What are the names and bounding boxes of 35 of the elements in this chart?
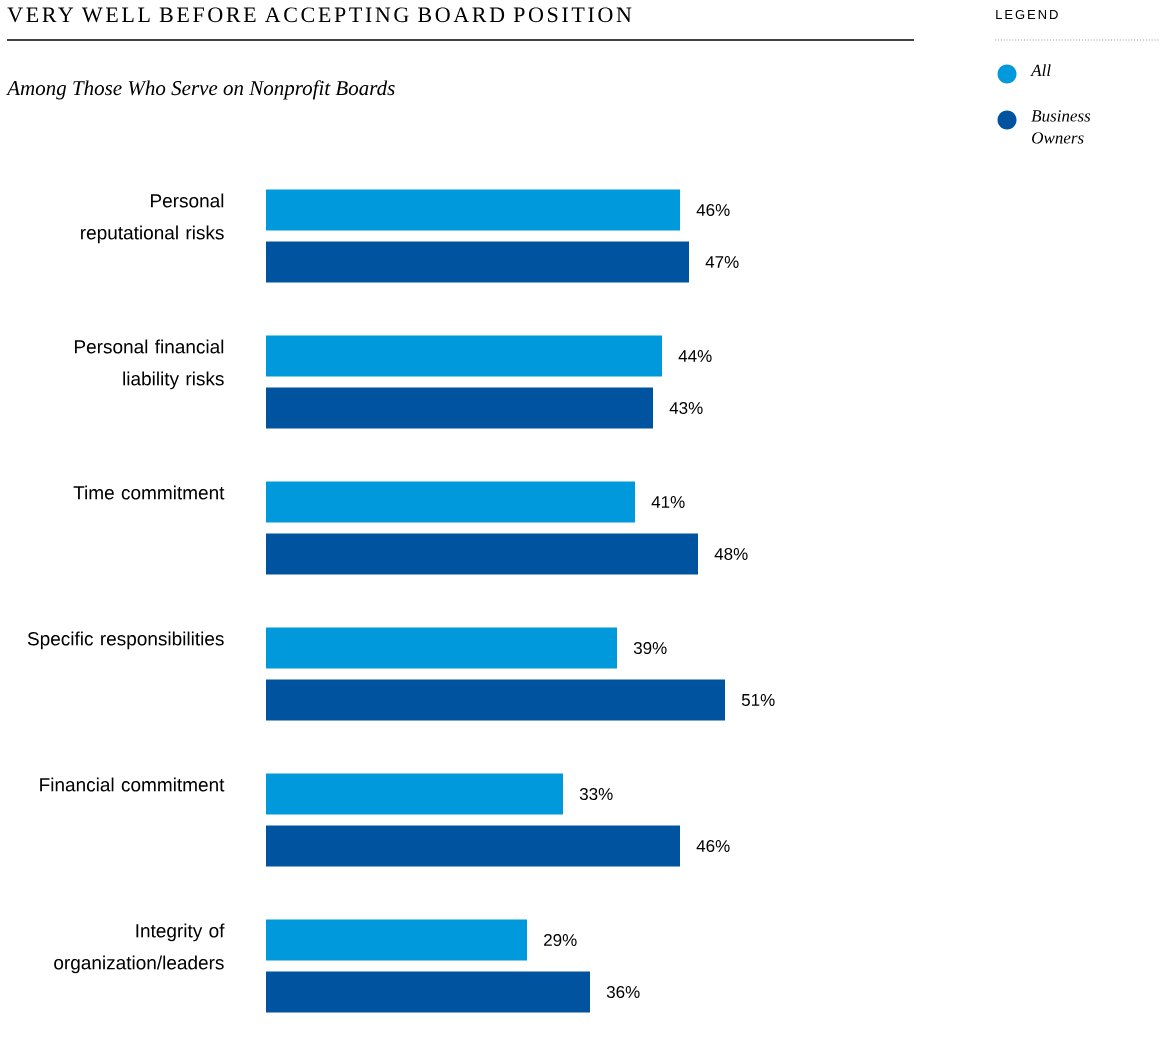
data-label: 39% xyxy=(633,642,667,655)
data-label: 46% xyxy=(696,203,730,217)
bar xyxy=(266,773,563,815)
data-label: 41% xyxy=(651,496,685,508)
legend-label: All xyxy=(1030,64,1051,76)
y-tick-label: Financial commitment xyxy=(40,777,225,792)
chart-title: VERY WELL BEFORE ACCEPTING BOARD POSITION xyxy=(7,7,632,23)
y-tick-label: Personal reputational risks xyxy=(81,193,224,244)
data-label: 43% xyxy=(669,401,703,415)
bar xyxy=(266,971,590,1013)
bar xyxy=(266,241,689,283)
bar xyxy=(266,533,698,575)
data-label: 36% xyxy=(606,985,640,999)
y-tick-label: Time commitment xyxy=(73,485,225,500)
legend-title: LEGEND xyxy=(996,9,1058,20)
bar xyxy=(266,679,725,721)
data-label: 44% xyxy=(678,350,712,362)
bar xyxy=(266,919,527,961)
chart-subtitle: Among Those Who Serve on Nonprofit Boards xyxy=(6,80,395,100)
data-label: 29% xyxy=(544,934,577,947)
y-tick-label: Integrity of organization/leaders xyxy=(54,923,225,974)
data-label: 46% xyxy=(696,839,730,853)
data-label: 33% xyxy=(579,788,613,801)
bar xyxy=(266,481,635,523)
bar xyxy=(266,189,680,231)
legend-label: Business Owners xyxy=(1031,110,1091,144)
y-tick-label: Personal financial liability risks xyxy=(74,339,224,390)
data-label: 51% xyxy=(741,694,775,706)
bar xyxy=(266,627,617,669)
bar xyxy=(266,825,680,867)
data-label: 48% xyxy=(714,547,748,561)
bar xyxy=(266,335,662,377)
y-tick-label: Specific responsibilities xyxy=(27,631,224,650)
data-label: 47% xyxy=(705,256,739,268)
bar xyxy=(266,387,653,429)
